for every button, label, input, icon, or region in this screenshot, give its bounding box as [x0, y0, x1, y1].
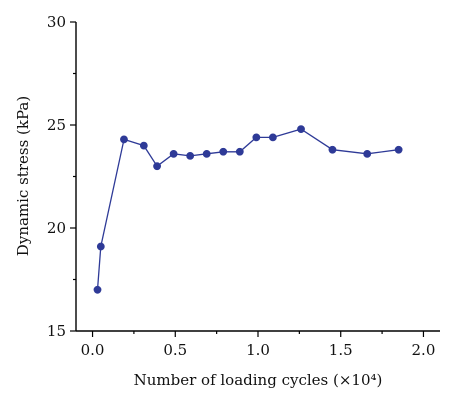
- x-tick-label: 0.5: [163, 341, 187, 359]
- data-point: [235, 147, 244, 156]
- data-point: [153, 162, 161, 171]
- data-point: [363, 149, 372, 158]
- x-axis-title: Number of loading cycles (×10⁴): [134, 371, 383, 389]
- x-ticks: 0.0 0.5 1.0 1.5 2.0: [81, 331, 436, 359]
- data-point: [394, 145, 403, 154]
- x-tick-label: 2.0: [412, 341, 436, 359]
- data-point: [328, 145, 337, 154]
- y-axis-title: Dynamic stress (kPa): [14, 96, 32, 256]
- data-point: [96, 242, 105, 251]
- data-point: [252, 133, 261, 142]
- x-tick-label: 0.0: [81, 341, 105, 359]
- data-point: [169, 149, 178, 158]
- x-tick-label: 1.0: [246, 341, 270, 359]
- data-point: [268, 133, 277, 142]
- data-point: [120, 135, 128, 144]
- y-tick-label: 15: [47, 322, 66, 340]
- data-point: [202, 149, 211, 158]
- data-point: [186, 151, 195, 160]
- series: [93, 125, 403, 294]
- series-line: [96, 128, 399, 290]
- x-tick-label: 1.5: [329, 341, 353, 359]
- data-point: [219, 147, 228, 156]
- data-point: [139, 141, 148, 150]
- data-point: [93, 285, 102, 294]
- axes: [75, 22, 440, 332]
- y-tick-label: 25: [47, 116, 66, 134]
- y-tick-label: 20: [47, 219, 66, 237]
- data-point: [297, 125, 305, 134]
- y-ticks: 15 20 25 30: [47, 13, 76, 340]
- y-tick-label: 30: [47, 13, 66, 31]
